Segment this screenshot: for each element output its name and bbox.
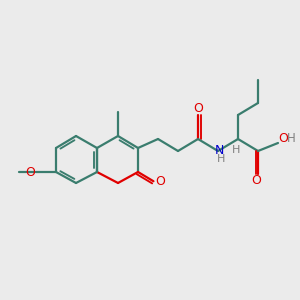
Text: O: O: [155, 175, 165, 188]
Text: O: O: [251, 175, 261, 188]
Text: H: H: [286, 133, 296, 146]
Text: O: O: [278, 133, 288, 146]
Text: O: O: [25, 166, 35, 178]
Text: H: H: [232, 145, 240, 155]
Text: H: H: [217, 154, 225, 164]
Text: O: O: [193, 101, 203, 115]
Text: N: N: [214, 143, 224, 157]
